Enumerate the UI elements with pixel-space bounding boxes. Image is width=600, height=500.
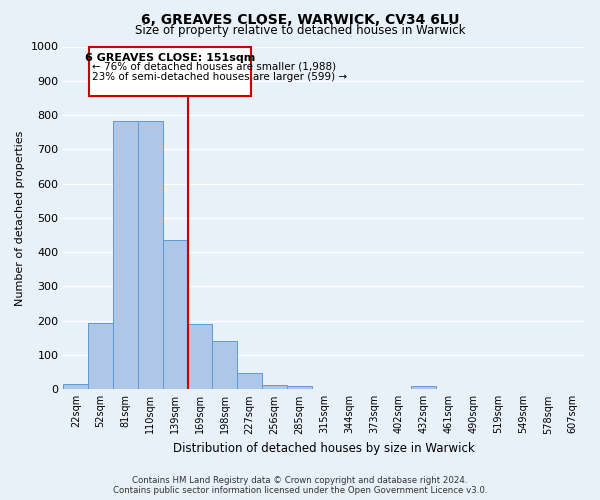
Bar xyxy=(188,324,212,390)
Text: ← 76% of detached houses are smaller (1,988): ← 76% of detached houses are smaller (1,… xyxy=(92,62,337,72)
Bar xyxy=(287,386,312,390)
Text: 6, GREAVES CLOSE, WARWICK, CV34 6LU: 6, GREAVES CLOSE, WARWICK, CV34 6LU xyxy=(141,12,459,26)
Y-axis label: Number of detached properties: Number of detached properties xyxy=(15,130,25,306)
Bar xyxy=(163,240,188,390)
Bar xyxy=(89,47,251,96)
Text: Contains HM Land Registry data © Crown copyright and database right 2024.: Contains HM Land Registry data © Crown c… xyxy=(132,476,468,485)
Bar xyxy=(88,323,113,390)
Text: 6 GREAVES CLOSE: 151sqm: 6 GREAVES CLOSE: 151sqm xyxy=(85,54,256,64)
Bar xyxy=(113,121,138,390)
Text: Size of property relative to detached houses in Warwick: Size of property relative to detached ho… xyxy=(135,24,465,37)
Bar xyxy=(138,121,163,390)
Text: 23% of semi-detached houses are larger (599) →: 23% of semi-detached houses are larger (… xyxy=(92,72,347,82)
Bar xyxy=(262,385,287,390)
Bar xyxy=(212,340,237,390)
X-axis label: Distribution of detached houses by size in Warwick: Distribution of detached houses by size … xyxy=(173,442,475,455)
Bar xyxy=(411,386,436,390)
Text: Contains public sector information licensed under the Open Government Licence v3: Contains public sector information licen… xyxy=(113,486,487,495)
Bar xyxy=(237,373,262,390)
Bar xyxy=(64,384,88,390)
